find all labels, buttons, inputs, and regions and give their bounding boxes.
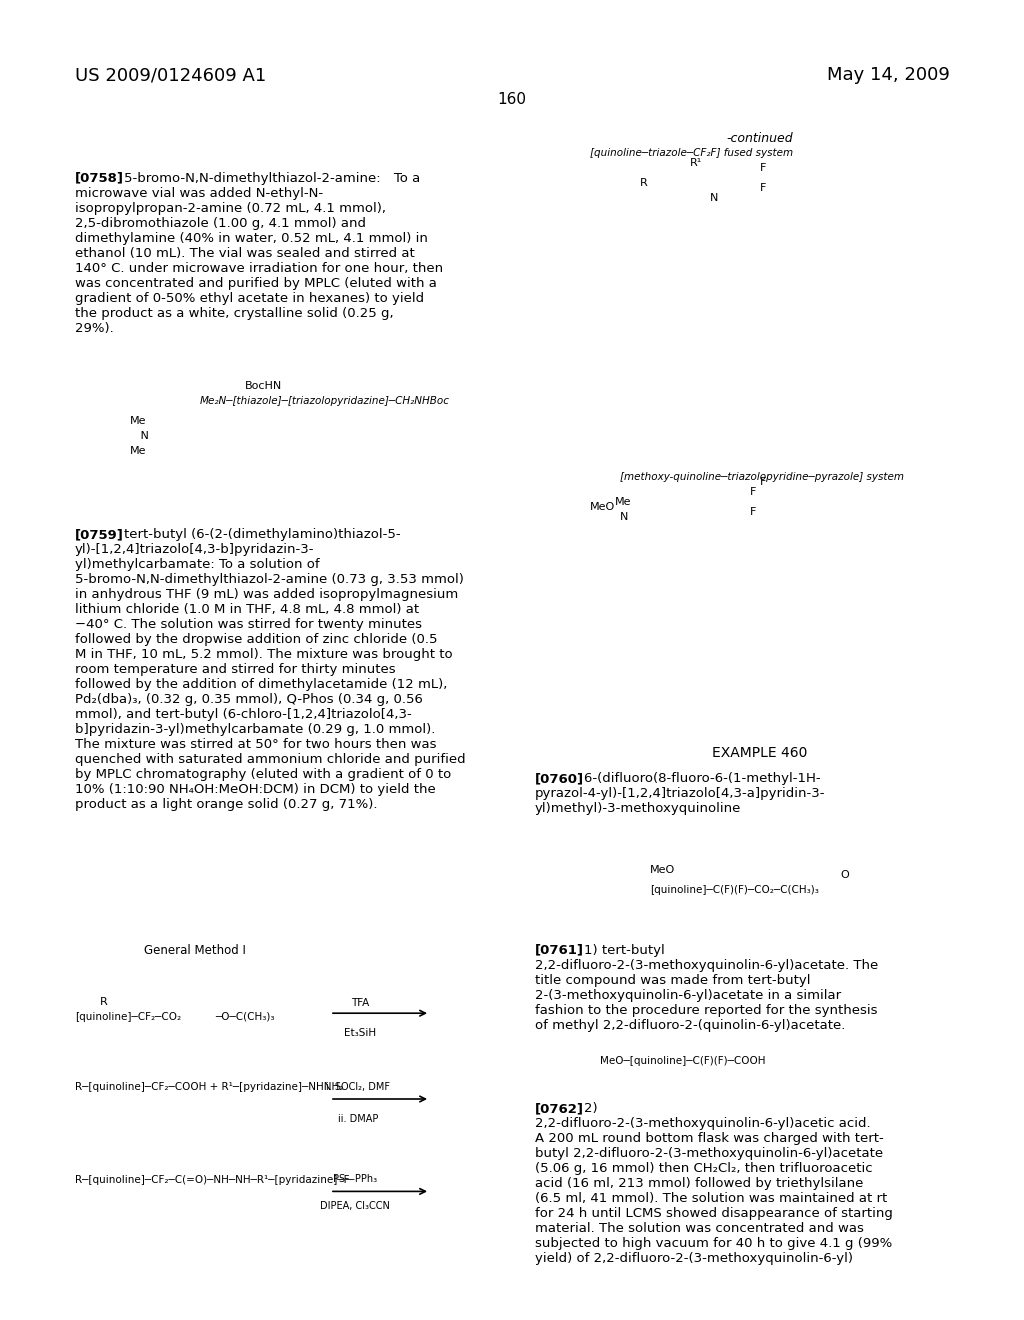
Text: [0758]: [0758] <box>75 172 124 185</box>
Text: 6-(difluoro(8-fluoro-6-(1-methyl-1H-: 6-(difluoro(8-fluoro-6-(1-methyl-1H- <box>567 772 821 785</box>
Text: Et₃SiH: Et₃SiH <box>344 1028 376 1039</box>
Text: Me₂N─[thiazole]─[triazolopyridazine]─CH₂NHBoc: Me₂N─[thiazole]─[triazolopyridazine]─CH₂… <box>200 396 450 407</box>
Text: isopropylpropan-2-amine (0.72 mL, 4.1 mmol),: isopropylpropan-2-amine (0.72 mL, 4.1 mm… <box>75 202 386 215</box>
Text: microwave vial was added N-ethyl-N-: microwave vial was added N-ethyl-N- <box>75 186 324 199</box>
Text: May 14, 2009: May 14, 2009 <box>827 66 950 84</box>
Text: yl)-[1,2,4]triazolo[4,3-b]pyridazin-3-: yl)-[1,2,4]triazolo[4,3-b]pyridazin-3- <box>75 543 314 556</box>
Text: [methoxy-quinoline─triazolopyridine─pyrazole] system: [methoxy-quinoline─triazolopyridine─pyra… <box>620 471 904 482</box>
Text: [0759]: [0759] <box>75 528 124 541</box>
Text: ethanol (10 mL). The vial was sealed and stirred at: ethanol (10 mL). The vial was sealed and… <box>75 247 415 260</box>
Text: pyrazol-4-yl)-[1,2,4]triazolo[4,3-a]pyridin-3-: pyrazol-4-yl)-[1,2,4]triazolo[4,3-a]pyri… <box>535 787 825 800</box>
Text: of methyl 2,2-difluoro-2-(quinolin-6-yl)acetate.: of methyl 2,2-difluoro-2-(quinolin-6-yl)… <box>535 1019 846 1032</box>
Text: ─O─C(CH₃)₃: ─O─C(CH₃)₃ <box>215 1011 274 1022</box>
Text: 29%).: 29%). <box>75 322 114 335</box>
Text: acid (16 ml, 213 mmol) followed by triethylsilane: acid (16 ml, 213 mmol) followed by triet… <box>535 1177 863 1191</box>
Text: [0761]: [0761] <box>535 944 584 957</box>
Text: F: F <box>760 183 766 193</box>
Text: 10% (1:10:90 NH₄OH:MeOH:DCM) in DCM) to yield the: 10% (1:10:90 NH₄OH:MeOH:DCM) in DCM) to … <box>75 783 436 796</box>
Text: yield) of 2,2-difluoro-2-(3-methoxyquinolin-6-yl): yield) of 2,2-difluoro-2-(3-methoxyquino… <box>535 1253 853 1266</box>
Text: M in THF, 10 mL, 5.2 mmol). The mixture was brought to: M in THF, 10 mL, 5.2 mmol). The mixture … <box>75 648 453 661</box>
Text: PS—PPh₃: PS—PPh₃ <box>333 1175 377 1184</box>
Text: N: N <box>620 512 629 521</box>
Text: in anhydrous THF (9 mL) was added isopropylmagnesium: in anhydrous THF (9 mL) was added isopro… <box>75 587 459 601</box>
Text: tert-butyl (6-(2-(dimethylamino)thiazol-5-: tert-butyl (6-(2-(dimethylamino)thiazol-… <box>108 528 401 541</box>
Text: quenched with saturated ammonium chloride and purified: quenched with saturated ammonium chlorid… <box>75 754 466 766</box>
Text: room temperature and stirred for thirty minutes: room temperature and stirred for thirty … <box>75 663 395 676</box>
Text: butyl 2,2-difluoro-2-(3-methoxyquinolin-6-yl)acetate: butyl 2,2-difluoro-2-(3-methoxyquinolin-… <box>535 1147 883 1160</box>
Text: subjected to high vacuum for 40 h to give 4.1 g (99%: subjected to high vacuum for 40 h to giv… <box>535 1237 892 1250</box>
Text: the product as a white, crystalline solid (0.25 g,: the product as a white, crystalline soli… <box>75 306 393 319</box>
Text: O: O <box>840 870 849 879</box>
Text: yl)methyl)-3-methoxyquinoline: yl)methyl)-3-methoxyquinoline <box>535 803 741 816</box>
Text: by MPLC chromatography (eluted with a gradient of 0 to: by MPLC chromatography (eluted with a gr… <box>75 768 452 781</box>
Text: F: F <box>760 477 766 487</box>
Text: R¹: R¹ <box>690 158 702 168</box>
Text: 2): 2) <box>567 1102 598 1115</box>
Text: i. SOCl₂, DMF: i. SOCl₂, DMF <box>326 1082 390 1092</box>
Text: (5.06 g, 16 mmol) then CH₂Cl₂, then trifluoroacetic: (5.06 g, 16 mmol) then CH₂Cl₂, then trif… <box>535 1162 872 1175</box>
Text: Me: Me <box>615 496 632 507</box>
Text: (6.5 ml, 41 mmol). The solution was maintained at rt: (6.5 ml, 41 mmol). The solution was main… <box>535 1192 887 1205</box>
Text: R: R <box>100 997 108 1007</box>
Text: Me: Me <box>130 446 146 455</box>
Text: was concentrated and purified by MPLC (eluted with a: was concentrated and purified by MPLC (e… <box>75 277 437 289</box>
Text: 5-bromo-N,N-dimethylthiazol-2-amine (0.73 g, 3.53 mmol): 5-bromo-N,N-dimethylthiazol-2-amine (0.7… <box>75 573 464 586</box>
Text: mmol), and tert-butyl (6-chloro-[1,2,4]triazolo[4,3-: mmol), and tert-butyl (6-chloro-[1,2,4]t… <box>75 708 412 721</box>
Text: title compound was made from tert-butyl: title compound was made from tert-butyl <box>535 974 811 987</box>
Text: 2,2-difluoro-2-(3-methoxyquinolin-6-yl)acetic acid.: 2,2-difluoro-2-(3-methoxyquinolin-6-yl)a… <box>535 1117 870 1130</box>
Text: followed by the addition of dimethylacetamide (12 mL),: followed by the addition of dimethylacet… <box>75 678 447 692</box>
Text: 1) tert-butyl: 1) tert-butyl <box>567 944 665 957</box>
Text: 2,2-difluoro-2-(3-methoxyquinolin-6-yl)acetate. The: 2,2-difluoro-2-(3-methoxyquinolin-6-yl)a… <box>535 958 879 972</box>
Text: 160: 160 <box>498 92 526 107</box>
Text: F: F <box>750 487 757 496</box>
Text: 5-bromo-N,N-dimethylthiazol-2-amine: To a: 5-bromo-N,N-dimethylthiazol-2-amine: To … <box>108 172 421 185</box>
Text: 2-(3-methoxyquinolin-6-yl)acetate in a similar: 2-(3-methoxyquinolin-6-yl)acetate in a s… <box>535 989 841 1002</box>
Text: The mixture was stirred at 50° for two hours then was: The mixture was stirred at 50° for two h… <box>75 738 436 751</box>
Text: 2,5-dibromothiazole (1.00 g, 4.1 mmol) and: 2,5-dibromothiazole (1.00 g, 4.1 mmol) a… <box>75 216 366 230</box>
Text: Me: Me <box>130 416 146 426</box>
Text: MeO─[quinoline]─C(F)(F)─COOH: MeO─[quinoline]─C(F)(F)─COOH <box>600 1056 766 1067</box>
Text: TFA: TFA <box>351 998 369 1008</box>
Text: lithium chloride (1.0 M in THF, 4.8 mL, 4.8 mmol) at: lithium chloride (1.0 M in THF, 4.8 mL, … <box>75 603 419 616</box>
Text: material. The solution was concentrated and was: material. The solution was concentrated … <box>535 1222 864 1236</box>
Text: F: F <box>750 507 757 516</box>
Text: [quinoline]─C(F)(F)─CO₂─C(CH₃)₃: [quinoline]─C(F)(F)─CO₂─C(CH₃)₃ <box>650 884 819 895</box>
Text: [0760]: [0760] <box>535 772 584 785</box>
Text: N: N <box>710 193 719 203</box>
Text: -continued: -continued <box>727 132 794 145</box>
Text: F: F <box>760 164 766 173</box>
Text: yl)methylcarbamate: To a solution of: yl)methylcarbamate: To a solution of <box>75 558 319 572</box>
Text: R: R <box>640 178 648 189</box>
Text: b]pyridazin-3-yl)methylcarbamate (0.29 g, 1.0 mmol).: b]pyridazin-3-yl)methylcarbamate (0.29 g… <box>75 723 435 737</box>
Text: [quinoline─triazole─CF₂F] fused system: [quinoline─triazole─CF₂F] fused system <box>590 148 794 158</box>
Text: Pd₂(dba)₃, (0.32 g, 0.35 mmol), Q-Phos (0.34 g, 0.56: Pd₂(dba)₃, (0.32 g, 0.35 mmol), Q-Phos (… <box>75 693 423 706</box>
Text: General Method I: General Method I <box>144 944 246 957</box>
Text: [0762]: [0762] <box>535 1102 584 1115</box>
Text: US 2009/0124609 A1: US 2009/0124609 A1 <box>75 66 266 84</box>
Text: EXAMPLE 460: EXAMPLE 460 <box>713 746 808 760</box>
Text: ii. DMAP: ii. DMAP <box>338 1114 378 1125</box>
Text: [quinoline]─CF₂─CO₂: [quinoline]─CF₂─CO₂ <box>75 1011 181 1022</box>
Text: BocHN: BocHN <box>245 381 283 391</box>
Text: N: N <box>130 432 148 441</box>
Text: MeO: MeO <box>590 502 615 512</box>
Text: R─[quinoline]─CF₂─COOH + R¹─[pyridazine]─NHNH₂: R─[quinoline]─CF₂─COOH + R¹─[pyridazine]… <box>75 1082 343 1093</box>
Text: R─[quinoline]─CF₂─C(=O)─NH─NH─R¹─[pyridazine]─F: R─[quinoline]─CF₂─C(=O)─NH─NH─R¹─[pyrida… <box>75 1175 349 1185</box>
Text: MeO: MeO <box>650 865 675 875</box>
Text: −40° C. The solution was stirred for twenty minutes: −40° C. The solution was stirred for twe… <box>75 618 422 631</box>
Text: product as a light orange solid (0.27 g, 71%).: product as a light orange solid (0.27 g,… <box>75 799 378 812</box>
Text: followed by the dropwise addition of zinc chloride (0.5: followed by the dropwise addition of zin… <box>75 634 437 645</box>
Text: gradient of 0-50% ethyl acetate in hexanes) to yield: gradient of 0-50% ethyl acetate in hexan… <box>75 292 424 305</box>
Text: 140° C. under microwave irradiation for one hour, then: 140° C. under microwave irradiation for … <box>75 261 443 275</box>
Text: for 24 h until LCMS showed disappearance of starting: for 24 h until LCMS showed disappearance… <box>535 1208 893 1220</box>
Text: fashion to the procedure reported for the synthesis: fashion to the procedure reported for th… <box>535 1003 878 1016</box>
Text: DIPEA, Cl₃CCN: DIPEA, Cl₃CCN <box>321 1201 390 1212</box>
Text: A 200 mL round bottom flask was charged with tert-: A 200 mL round bottom flask was charged … <box>535 1133 884 1146</box>
Text: dimethylamine (40% in water, 0.52 mL, 4.1 mmol) in: dimethylamine (40% in water, 0.52 mL, 4.… <box>75 231 428 244</box>
